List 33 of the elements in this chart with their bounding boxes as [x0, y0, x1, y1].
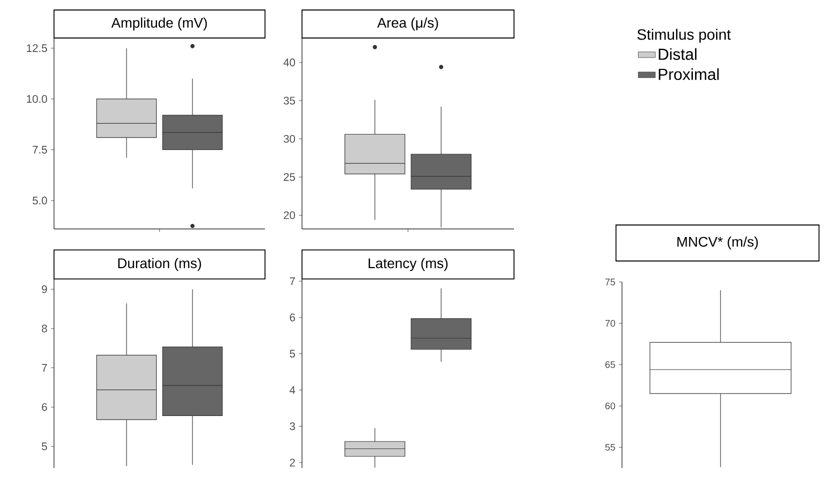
chart-title: Latency (ms)	[368, 258, 448, 272]
y-tick-label: 75	[605, 278, 616, 286]
y-tick-label: 7	[290, 277, 295, 285]
y-tick-label: 2	[290, 458, 295, 466]
chart-title: Area (μ/s)	[377, 17, 438, 31]
y-tick-label: 3	[290, 422, 295, 430]
chart-title: MNCV* (m/s)	[677, 236, 758, 250]
legend-title: Stimulus point	[637, 28, 731, 43]
y-tick-label: 5	[42, 442, 48, 450]
y-tick-label: 9	[42, 285, 47, 294]
y-tick-label: 6	[42, 403, 47, 411]
y-tick-label: 25	[284, 173, 295, 181]
y-tick-label: 5.0	[32, 196, 48, 204]
y-tick-label: 7	[42, 364, 47, 372]
chart-title: Amplitude (mV)	[111, 17, 207, 31]
legend-label: Distal	[658, 48, 696, 60]
y-tick-label: 6	[290, 314, 295, 322]
y-tick-label: 10.0	[26, 95, 48, 103]
y-tick-label: 7.5	[32, 146, 48, 154]
legend-label: Proximal	[658, 68, 719, 80]
y-tick-label: 35	[284, 96, 295, 105]
y-tick-label: 55	[605, 444, 616, 451]
y-tick-label: 8	[42, 324, 47, 332]
y-tick-label: 5	[290, 350, 296, 358]
y-tick-label: 30	[284, 134, 296, 143]
y-tick-label: 70	[605, 320, 616, 327]
chart-title: Duration (ms)	[118, 258, 202, 272]
y-tick-label: 60	[605, 402, 616, 410]
y-tick-label: 4	[290, 386, 296, 394]
y-tick-label: 65	[605, 361, 616, 368]
y-tick-label: 12.5	[26, 44, 48, 52]
y-tick-label: 40	[283, 58, 296, 66]
y-tick-label: 20	[284, 211, 296, 220]
